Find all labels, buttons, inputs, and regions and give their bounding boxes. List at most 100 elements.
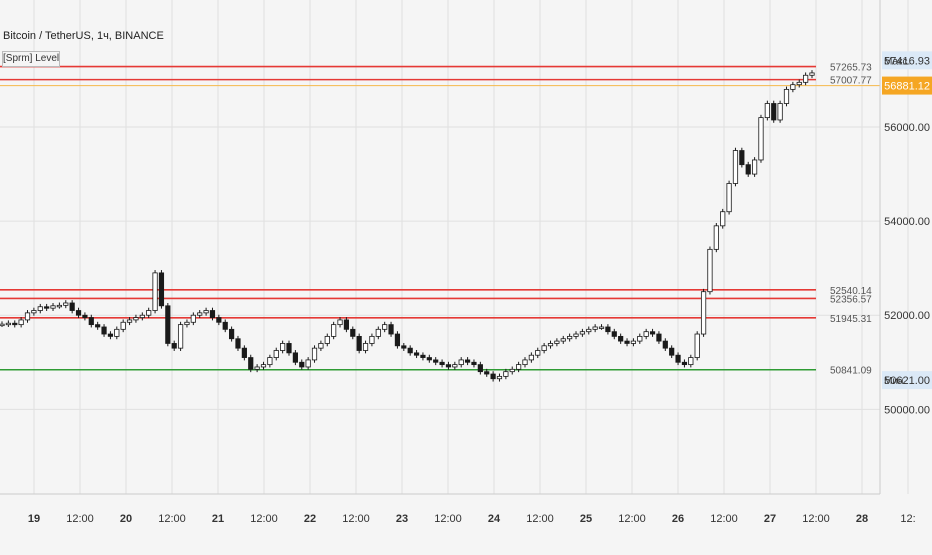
candle-body	[452, 364, 458, 368]
candle-body	[458, 359, 464, 366]
candle-body	[152, 272, 158, 311]
candle-body	[50, 305, 56, 309]
candle-body	[528, 354, 534, 361]
candle-body	[777, 103, 783, 121]
level-label: 52540.14	[830, 286, 872, 297]
candle-body	[158, 272, 165, 307]
candle-body	[751, 159, 758, 175]
level-label: 52356.57	[830, 294, 872, 305]
time-tick-label: 21	[212, 513, 224, 525]
time-tick-label: 19	[28, 513, 40, 525]
candle-body	[407, 347, 413, 354]
time-tick-label: 12:00	[802, 513, 830, 525]
candle-body	[535, 350, 541, 356]
price-tick-label: 56000.00	[884, 122, 930, 134]
candle-body	[107, 333, 114, 337]
candle-body	[82, 314, 88, 318]
candle-body	[318, 343, 324, 349]
candle-body	[509, 368, 515, 373]
candle-body	[209, 310, 216, 318]
time-tick-label: 26	[672, 513, 684, 525]
indicator-label[interactable]: [Sprm] Levels [v3.150]	[2, 51, 60, 67]
candle-body	[362, 343, 369, 351]
candle-body	[343, 319, 350, 330]
candle-body	[292, 352, 298, 363]
candle-body	[700, 291, 707, 335]
candle-body	[375, 328, 381, 337]
candle-body	[573, 333, 579, 337]
candle-body	[177, 324, 184, 349]
candle-body	[611, 331, 617, 337]
candle-body	[133, 317, 139, 321]
candle-body	[139, 314, 145, 318]
candle-body	[803, 74, 809, 83]
candle-body	[707, 248, 713, 293]
candle-body	[439, 361, 445, 366]
candle-body	[541, 345, 547, 351]
candle-body	[758, 117, 764, 161]
current-price-tag-bg	[882, 76, 932, 95]
candle-body	[267, 357, 273, 366]
candle-body	[567, 335, 573, 340]
candle-body	[171, 343, 177, 349]
candle-body	[18, 319, 24, 326]
candle-body	[394, 333, 401, 347]
max-price-tag-bg	[882, 51, 932, 70]
time-tick-label: 12:00	[710, 513, 738, 525]
time-tick-label: 24	[488, 513, 501, 525]
candle-body	[624, 340, 630, 344]
candle-body	[369, 335, 375, 344]
candle-body	[311, 347, 318, 361]
candle-body	[586, 328, 592, 333]
candle-body	[356, 335, 362, 351]
candle-body	[426, 357, 432, 361]
candle-body	[445, 364, 452, 368]
candle-body	[726, 183, 732, 213]
candle-body	[241, 347, 247, 358]
candle-body	[420, 354, 426, 358]
time-tick-label: 12:00	[250, 513, 278, 525]
candle-body	[471, 361, 477, 366]
candle-body	[516, 364, 522, 370]
candle-body	[783, 88, 790, 104]
candle-body	[69, 302, 75, 311]
max-price-tag-label: Макс.	[884, 56, 910, 67]
candle-body	[331, 324, 337, 337]
candle-body	[720, 211, 726, 227]
candle-body	[24, 312, 31, 321]
time-tick-label: 28	[856, 513, 868, 525]
time-axis: 19 12:00 20 12:00 21 12:00 22 12:00 23 12:00 24 12:…	[0, 493, 916, 525]
candle-body	[75, 310, 82, 316]
time-tick-label: 23	[396, 513, 408, 525]
candle-body	[120, 321, 126, 330]
level-label: 57007.77	[830, 76, 872, 87]
candle-body	[745, 164, 751, 175]
time-tick-label: 12:00	[526, 513, 554, 525]
candle-body	[12, 322, 18, 326]
price-tick-label: 54000.00	[884, 216, 930, 228]
candle-body	[490, 373, 496, 380]
candle-body	[235, 338, 241, 349]
candle-body	[771, 103, 777, 121]
candle-body	[669, 347, 675, 356]
max-price-tag-value: 57416.93	[884, 55, 930, 67]
candle-body	[222, 321, 228, 330]
candle-body	[388, 324, 394, 335]
candle-body	[216, 317, 222, 323]
time-tick-label: 12:00	[434, 513, 462, 525]
min-price-tag-label: Мин.	[884, 376, 906, 387]
candle-body	[184, 321, 190, 326]
candle-body	[229, 328, 235, 340]
candle-body	[649, 331, 656, 335]
price-tick-label: 52000.00	[884, 310, 930, 322]
candle-body	[382, 324, 388, 330]
candle-body	[796, 81, 802, 86]
candle-body	[203, 310, 209, 314]
time-tick-label: 27	[764, 513, 776, 525]
candle-body	[809, 72, 815, 76]
candle-body	[732, 150, 739, 184]
candle-body	[477, 364, 483, 373]
candle-body	[126, 319, 133, 323]
